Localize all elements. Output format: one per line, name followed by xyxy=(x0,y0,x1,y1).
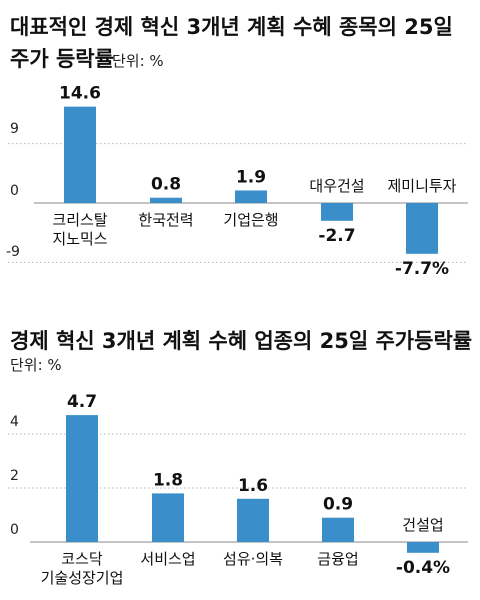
chart2-value-label: 0.9 xyxy=(323,495,353,515)
chart2-category-label: 건설업 xyxy=(402,516,443,534)
chart1-bar xyxy=(406,203,438,254)
chart1-bar xyxy=(235,190,267,203)
chart1-value-label: 14.6 xyxy=(59,84,101,104)
chart1-category-label: 한국전력 xyxy=(138,211,193,229)
chart1-value-label: -7.7% xyxy=(395,259,449,279)
chart2-value-label: 4.7 xyxy=(67,392,97,412)
chart1-unit-label: 단위: % xyxy=(112,52,164,70)
chart1-category-label: 기업은행 xyxy=(223,211,278,229)
chart1-title-line1: 대표적인 경제 혁신 3개년 계획 수혜 종목의 25일 xyxy=(10,15,453,39)
chart1-bar xyxy=(321,203,353,221)
chart1-bar xyxy=(150,197,182,203)
chart2-title: 경제 혁신 3개년 계획 수혜 업종의 25일 주가등락률 xyxy=(10,329,472,353)
chart1-bar xyxy=(64,106,96,203)
chart1-ytick-9: 9 xyxy=(10,121,19,137)
chart2-bar xyxy=(66,415,98,542)
chart2-bar xyxy=(322,517,354,542)
chart1-ytick-0: 0 xyxy=(10,183,19,199)
chart1-value-label: -2.7 xyxy=(318,226,355,246)
chart2-bar xyxy=(407,542,439,553)
chart2-category-label: 금융업 xyxy=(317,550,358,568)
chart1-category-label: 제미니투자 xyxy=(387,177,456,195)
chart2-bar xyxy=(152,493,184,542)
chart2-category-label: 코스닥 기술성장기업 xyxy=(41,550,124,587)
chart2-value-label: 1.8 xyxy=(153,470,183,490)
chart2-value-label: 1.6 xyxy=(238,476,268,496)
chart2-category-label: 서비스업 xyxy=(140,550,195,568)
chart2-ytick-0: 0 xyxy=(10,522,19,538)
chart1-title-line2: 주가 등락률 xyxy=(10,47,114,71)
chart2-ytick-2: 2 xyxy=(10,468,19,484)
chart2-value-label: -0.4% xyxy=(396,558,450,578)
chart1-category-label: 크리스탈 지노믹스 xyxy=(52,211,107,248)
chart1-value-label: 1.9 xyxy=(236,167,266,187)
chart2-category-label: 섬유·의복 xyxy=(223,550,283,568)
chart2-unit-label: 단위: % xyxy=(10,356,62,374)
chart2-ytick-4: 4 xyxy=(10,414,19,430)
chart1-category-label: 대우건설 xyxy=(309,177,364,195)
chart2-bar xyxy=(237,498,269,542)
chart1-value-label: 0.8 xyxy=(151,175,181,195)
chart1-ytick-neg9: -9 xyxy=(6,244,20,260)
